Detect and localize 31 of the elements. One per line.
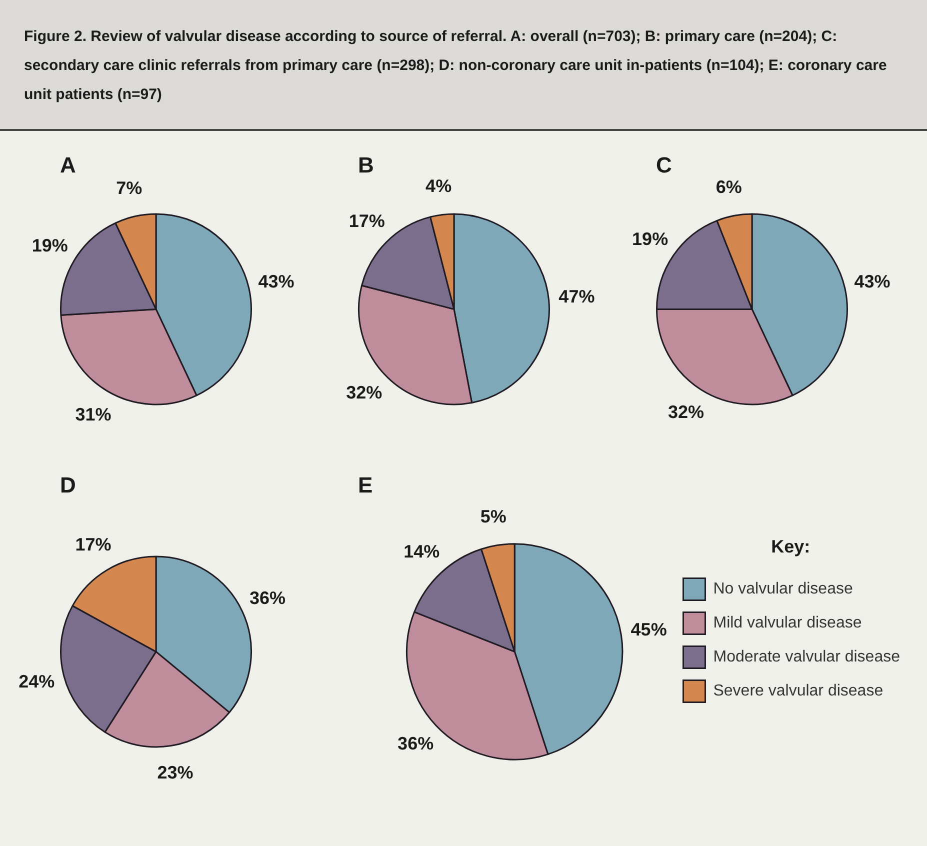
data-label: 7%	[116, 178, 142, 198]
legend-label: Severe valvular disease	[713, 682, 884, 700]
chart-title: A	[60, 152, 76, 178]
legend-label: Moderate valvular disease	[713, 648, 900, 666]
data-label: 17%	[348, 211, 385, 232]
data-label: 19%	[632, 228, 668, 249]
data-label: 5%	[480, 506, 506, 526]
chart-title: D	[60, 472, 76, 498]
chart-title: E	[358, 472, 373, 498]
legend-label: Mild valvular disease	[713, 614, 862, 632]
data-label: 23%	[157, 762, 194, 782]
data-label: 32%	[346, 382, 382, 403]
data-label: 24%	[18, 671, 55, 692]
data-label: 19%	[32, 235, 68, 256]
data-label: 36%	[398, 734, 434, 754]
chart-title: B	[358, 152, 374, 178]
data-label: 6%	[716, 177, 742, 198]
chart-title: C	[656, 152, 672, 178]
data-label: 36%	[250, 588, 286, 608]
data-label: 4%	[426, 176, 452, 196]
data-label: 17%	[75, 534, 112, 555]
data-label: 43%	[258, 271, 294, 292]
caption: Figure 2. Review of valvular disease according to source of referral. A: overall (n=703); B: primary care (n=204); C: secondary care clinic referrals from primary care (n=298); D: non-coronary care unit in-patients (n=104); E: coronary care unit patients (n=97)	[24, 27, 888, 105]
data-label: 14%	[404, 542, 440, 562]
data-label: 47%	[558, 286, 595, 307]
legend-label: No valvular disease	[713, 580, 853, 598]
data-label: 31%	[75, 404, 112, 424]
data-label: 43%	[854, 271, 890, 292]
legend-title: Key:	[771, 536, 810, 557]
data-label: 32%	[668, 402, 704, 422]
data-label: 45%	[630, 619, 667, 640]
